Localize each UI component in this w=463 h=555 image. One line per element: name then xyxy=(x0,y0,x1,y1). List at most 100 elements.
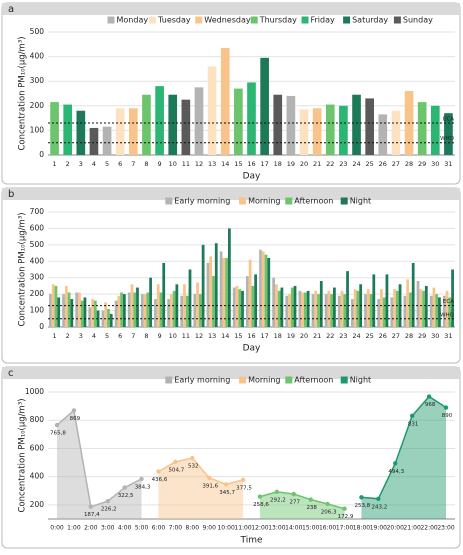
bar xyxy=(102,126,112,155)
x-tick-label: 31 xyxy=(444,332,452,340)
bar xyxy=(286,95,296,155)
y-tick-label: 500 xyxy=(30,240,45,249)
point xyxy=(207,475,212,481)
bar xyxy=(248,259,252,327)
bar xyxy=(70,299,74,327)
bar xyxy=(261,251,265,327)
y-axis-label: Concentration PM₁₀(μg/m³) xyxy=(18,36,28,150)
bar xyxy=(333,287,336,327)
area xyxy=(259,491,345,519)
x-tick-label: 7 xyxy=(131,160,135,168)
x-tick-label: 6 xyxy=(118,332,122,340)
y-tick-label: 300 xyxy=(30,273,45,282)
bar xyxy=(62,294,65,327)
bar xyxy=(64,285,68,327)
value-label: 494,3 xyxy=(388,469,404,475)
x-tick-label: 24 xyxy=(352,160,360,168)
x-axis-label: Day xyxy=(243,172,261,182)
bar xyxy=(220,47,230,155)
bar xyxy=(54,285,58,327)
legend-swatch xyxy=(195,16,203,24)
legend-label: Saturday xyxy=(352,16,388,25)
bar xyxy=(196,282,199,327)
x-tick-label: 13 xyxy=(208,332,216,340)
bar xyxy=(377,299,381,327)
bar xyxy=(290,287,294,327)
bar xyxy=(194,87,204,155)
x-tick-label: 2:00 xyxy=(84,525,98,532)
x-tick-label: 20 xyxy=(300,332,308,340)
point xyxy=(325,501,330,507)
y-tick-label: 0 xyxy=(39,150,44,159)
value-label: 504,7 xyxy=(169,467,185,473)
bar xyxy=(442,295,446,327)
x-tick-label: 14 xyxy=(221,160,229,168)
legend-label: Night xyxy=(350,376,372,385)
bar xyxy=(339,105,348,155)
bar xyxy=(317,294,320,327)
bar xyxy=(395,290,399,327)
bar xyxy=(356,290,360,327)
bar xyxy=(234,88,243,155)
x-tick-label: 5 xyxy=(105,332,109,340)
legend-label: Sunday xyxy=(403,16,433,25)
x-tick-label: 12:00 xyxy=(251,525,268,532)
bar xyxy=(207,66,217,155)
x-tick-label: 10 xyxy=(169,160,177,168)
bar xyxy=(180,295,184,327)
bar xyxy=(142,94,151,155)
bar xyxy=(325,104,335,155)
x-tick-label: 30 xyxy=(431,332,439,340)
bar xyxy=(369,294,373,327)
bar xyxy=(390,297,394,327)
legend-label: Thursday xyxy=(259,16,297,25)
bar xyxy=(185,295,189,327)
x-tick-label: 2 xyxy=(66,160,70,168)
legend-swatch xyxy=(250,16,258,24)
point xyxy=(240,477,246,483)
bar xyxy=(314,290,318,327)
y-tick-label: 400 xyxy=(30,52,45,61)
reference-label: WHO xyxy=(440,312,455,318)
bar xyxy=(247,82,256,155)
y-tick-label: 100 xyxy=(30,125,45,134)
bar xyxy=(403,295,407,327)
bar xyxy=(130,284,134,327)
line xyxy=(56,409,142,508)
bar xyxy=(340,290,344,327)
bar xyxy=(75,292,79,327)
y-tick-label: 200 xyxy=(30,289,45,298)
x-tick-label: 12 xyxy=(195,332,203,340)
x-axis-label: Time xyxy=(239,536,262,546)
x-tick-label: 13 xyxy=(208,160,216,168)
bar xyxy=(293,285,297,327)
x-tick-label: 8 xyxy=(144,160,148,168)
x-tick-label: 1:00 xyxy=(67,525,81,532)
x-tick-label: 4:00 xyxy=(118,525,132,532)
bar xyxy=(429,295,433,327)
point xyxy=(257,494,263,499)
x-tick-label: 15 xyxy=(234,160,242,168)
bar xyxy=(267,258,271,327)
legend-swatch xyxy=(340,376,348,384)
x-tick-label: 17:00 xyxy=(336,525,353,532)
bar xyxy=(272,277,276,327)
point xyxy=(409,413,415,419)
legend-swatch xyxy=(239,197,247,205)
bar xyxy=(444,113,453,155)
x-tick-label: 14 xyxy=(221,332,229,340)
bar xyxy=(227,228,231,327)
bar xyxy=(198,294,202,327)
x-tick-label: 8 xyxy=(144,332,148,340)
x-tick-label: 28 xyxy=(405,332,413,340)
point xyxy=(223,482,229,487)
x-tick-label: 12 xyxy=(195,160,203,168)
bar xyxy=(241,290,244,327)
bar xyxy=(409,292,412,327)
x-tick-label: 5 xyxy=(105,160,109,168)
y-tick-label: 0 xyxy=(39,322,44,331)
bar xyxy=(438,297,441,327)
x-tick-label: 10:00 xyxy=(217,525,234,532)
x-tick-label: 11:00 xyxy=(234,525,251,532)
